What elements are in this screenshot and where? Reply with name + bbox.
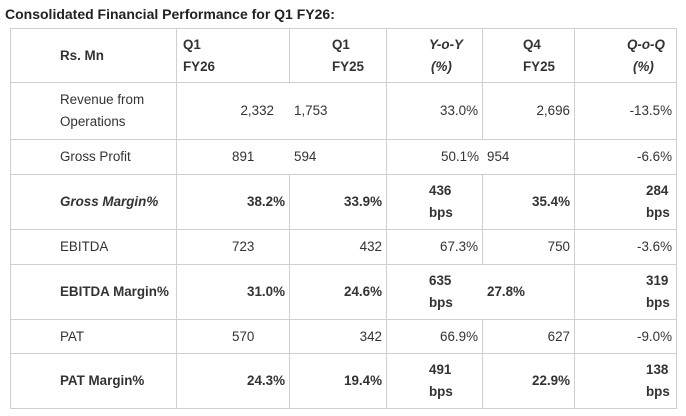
row-label: PAT [10,319,177,354]
cell-q1fy26: 570 [176,319,290,354]
table-row: Revenue from Operations 2,332 1,753 33.0… [10,82,677,140]
cell-q1fy26: 31.0% [176,264,290,320]
header-yoy: Y-o-Y (%) [386,28,483,83]
cell-q4fy25: 954 [487,149,510,164]
cell-yoy: 67.3% [386,229,483,265]
cell-yoy: 436 bps [386,174,483,230]
cell-yoy-line2: bps [429,295,453,310]
cell-qoq: -9.0% [574,319,677,354]
cell-yoy: 491 bps [386,353,483,409]
cell-yoy-line1: 491 [429,362,452,377]
cell-qoq: 319 bps [574,264,677,320]
header-q4fy25-line1: Q4 [523,36,541,52]
row-label: PAT Margin% [10,353,177,409]
cell-qoq: -3.6% [574,229,677,265]
cell-yoy-line1: 436 [429,183,452,198]
header-q1fy25-line1: Q1 [332,36,350,52]
cell-q1fy25: 24.6% [289,264,387,320]
cell-q4fy25: 35.4% [482,174,575,230]
row-cell-q1-pair: 891 594 [176,139,387,175]
header-label: Rs. Mn [60,47,104,63]
header-q4fy25-line2: FY25 [523,58,556,74]
header-label-cell: Rs. Mn [10,28,177,83]
table-row: PAT Margin% 24.3% 19.4% 491 bps 22.9% 13… [10,353,677,409]
row-label: EBITDA [10,229,177,265]
cell-qoq: 138 bps [574,353,677,409]
row-label-line1: Revenue from [60,92,145,107]
cell-qoq-line1: 319 [646,273,669,288]
cell-yoy: 33.0% [386,82,483,140]
cell-q1fy26: 2,332 [240,103,274,118]
header-yoy-line1: Y-o-Y [429,36,463,52]
header-q1fy25: Q1 FY25 [289,28,387,83]
financial-table: Rs. Mn Q1 FY26 Q1 FY25 Y-o-Y (%) Q4 FY25… [10,28,677,409]
header-qoq: Q-o-Q (%) [574,28,677,83]
header-q4fy25: Q4 FY25 [482,28,575,83]
row-label: EBITDA Margin% [10,264,177,320]
cell-qoq: -13.5% [574,82,677,140]
cell-yoy: 635 bps [387,270,483,314]
table-row: Gross Margin% 38.2% 33.9% 436 bps 35.4% … [10,174,677,230]
table-row: EBITDA Margin% 31.0% 24.6% 635 bps 27.8%… [10,264,677,320]
cell-yoy: 50.1% [441,149,479,164]
cell-yoy-line1: 635 [429,273,452,288]
header-qoq-line2: (%) [633,58,654,74]
header-q1fy25-line2: FY25 [332,58,365,74]
cell-q1fy25: 432 [289,229,387,265]
header-q1fy26: Q1 FY26 [176,28,290,83]
cell-q4fy25: 750 [482,229,575,265]
header-qoq-line1: Q-o-Q [627,36,665,52]
cell-qoq: -6.6% [574,139,677,175]
row-label: Revenue from Operations [10,82,177,140]
header-q1fy26-line2: FY26 [183,58,216,74]
cell-qoq-line2: bps [646,384,670,399]
table-row: Gross Profit 891 594 50.1% 954 -6.6% [10,139,677,175]
cell-q1fy26: 723 [176,229,290,265]
cell-yoy-line2: bps [429,205,453,220]
cell-q1fy25: 1,753 [294,103,328,118]
row-cell-yoy-q4-pair: 635 bps 27.8% [386,264,575,320]
cell-q4fy25: 27.8% [487,284,525,299]
header-yoy-line2: (%) [431,58,452,74]
header-q1fy26-line1: Q1 [183,36,201,52]
cell-qoq-line2: bps [646,205,670,220]
cell-q4fy25: 627 [482,319,575,354]
cell-q4fy25: 2,696 [482,82,575,140]
page-title: Consolidated Financial Performance for Q… [5,6,335,22]
cell-q1fy26: 38.2% [176,174,290,230]
cell-q1fy25: 594 [294,149,317,164]
table-header-row: Rs. Mn Q1 FY26 Q1 FY25 Y-o-Y (%) Q4 FY25… [10,28,677,83]
table-row: EBITDA 723 432 67.3% 750 -3.6% [10,229,677,265]
cell-q1fy26: 891 [232,149,255,164]
cell-yoy-line2: bps [429,384,453,399]
row-cell-q1-pair: 2,332 1,753 [176,82,387,140]
cell-q1fy26: 24.3% [176,353,290,409]
row-label: Gross Margin% [10,174,177,230]
cell-q1fy25: 33.9% [289,174,387,230]
cell-qoq: 284 bps [574,174,677,230]
cell-yoy: 66.9% [386,319,483,354]
row-label: Gross Profit [10,139,177,175]
cell-qoq-line1: 284 [646,183,669,198]
cell-qoq-line1: 138 [646,362,669,377]
cell-q4fy25: 22.9% [482,353,575,409]
table-row: PAT 570 342 66.9% 627 -9.0% [10,319,677,354]
row-cell-yoy-q4-pair: 50.1% 954 [386,139,575,175]
cell-q1fy25: 342 [289,319,387,354]
cell-q1fy25: 19.4% [289,353,387,409]
cell-qoq-line2: bps [646,295,670,310]
row-label-line2: Operations [60,114,126,129]
